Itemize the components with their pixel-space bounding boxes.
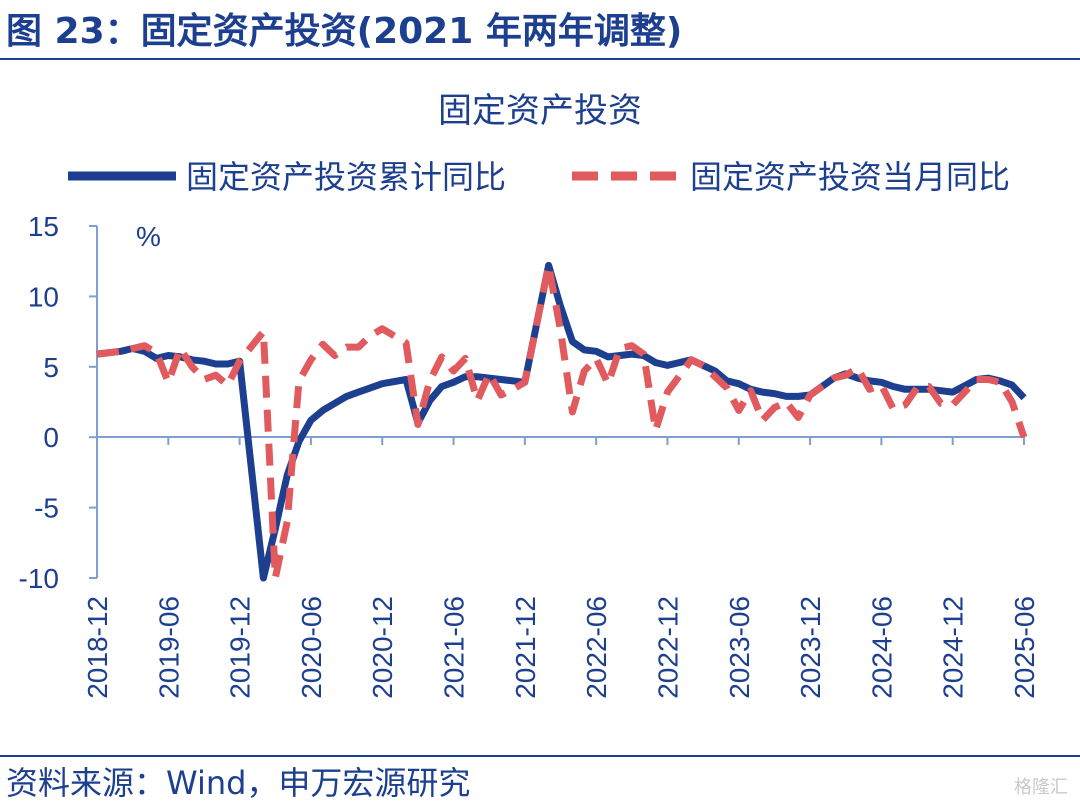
x-tick-label: 2024-12 (938, 596, 969, 699)
x-tick-label: 2019-12 (225, 596, 256, 699)
x-tick-label: 2018-12 (82, 596, 113, 699)
x-tick-label: 2022-12 (652, 596, 683, 699)
watermark: 格隆汇 (1014, 777, 1068, 798)
x-ticks: 2018-12 2019-06 2019-12 2020-06 2020-12 2021-… (82, 437, 1040, 699)
x-tick-label: 2025-06 (1009, 596, 1040, 699)
y-tick-label: -5 (34, 493, 59, 524)
series-line-monthly (96, 261, 1028, 582)
series-line-cumulative (96, 261, 1027, 582)
x-tick-label: 2024-06 (866, 596, 897, 699)
figure-title: 图 23：固定资产投资(2021 年两年调整) (6, 11, 683, 52)
y-tick-label: 5 (43, 352, 59, 383)
legend: 固定资产投资累计同比 固定资产投资当月同比 (68, 159, 1010, 195)
y-tick-label: -10 (19, 563, 59, 594)
x-tick-label: 2022-06 (581, 596, 612, 699)
legend-label-cumulative: 固定资产投资累计同比 (186, 159, 506, 195)
y-unit-label: % (136, 221, 161, 252)
x-tick-label: 2023-12 (795, 596, 826, 699)
chart-title: 固定资产投资 (438, 92, 642, 130)
x-tick-label: 2019-06 (153, 596, 184, 699)
x-tick-label: 2021-12 (510, 596, 541, 699)
x-tick-label: 2020-12 (367, 596, 398, 699)
x-tick-label: 2020-06 (296, 596, 327, 699)
series-layer (96, 261, 1028, 582)
source-rule (0, 755, 1080, 757)
line-chart: 固定资产投资 固定资产投资累计同比 固定资产投资当月同比 % 15 10 5 0 -5 -… (19, 92, 1040, 699)
y-tick-label: 15 (28, 211, 59, 242)
y-tick-label: 10 (28, 281, 59, 312)
legend-label-monthly: 固定资产投资当月同比 (690, 159, 1010, 195)
y-ticks: 15 10 5 0 -5 -10 (19, 211, 97, 594)
x-tick-label: 2023-06 (724, 596, 755, 699)
source-note: 资料来源：Wind，申万宏源研究 (6, 764, 471, 802)
x-tick-label: 2021-06 (439, 596, 470, 699)
y-tick-label: 0 (43, 422, 59, 453)
title-rule (0, 58, 1080, 60)
